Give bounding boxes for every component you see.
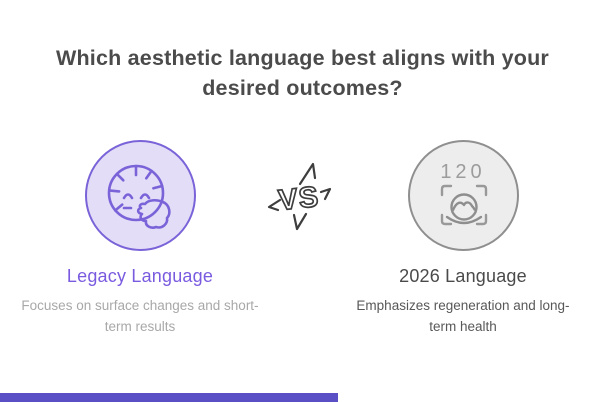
vs-badge: VS	[261, 159, 341, 239]
option-card-legacy: Legacy Language Focuses on surface chang…	[4, 140, 276, 338]
legacy-option-label: Legacy Language	[66, 266, 214, 286]
option-card-2026: 120 2026 Language Emphasizes regeneratio…	[327, 140, 599, 338]
legacy-circle	[84, 140, 196, 251]
page-title: Which aesthetic language best aligns wit…	[55, 46, 550, 100]
modern-circle: 120	[407, 140, 519, 251]
vs-label: VS	[277, 181, 321, 217]
pondering-face-icon	[100, 156, 180, 236]
legacy-option-description: Focuses on surface changes and short-ter…	[21, 298, 259, 334]
scan-value-label: 120	[440, 161, 485, 183]
face-scan-icon: 120	[422, 155, 504, 237]
vs-lightning-icon: VS	[261, 159, 341, 239]
modern-option-label: 2026 Language	[399, 266, 527, 286]
modern-option-description: Emphasizes regeneration and long-term he…	[356, 298, 570, 334]
bottom-accent-bar	[0, 393, 338, 402]
